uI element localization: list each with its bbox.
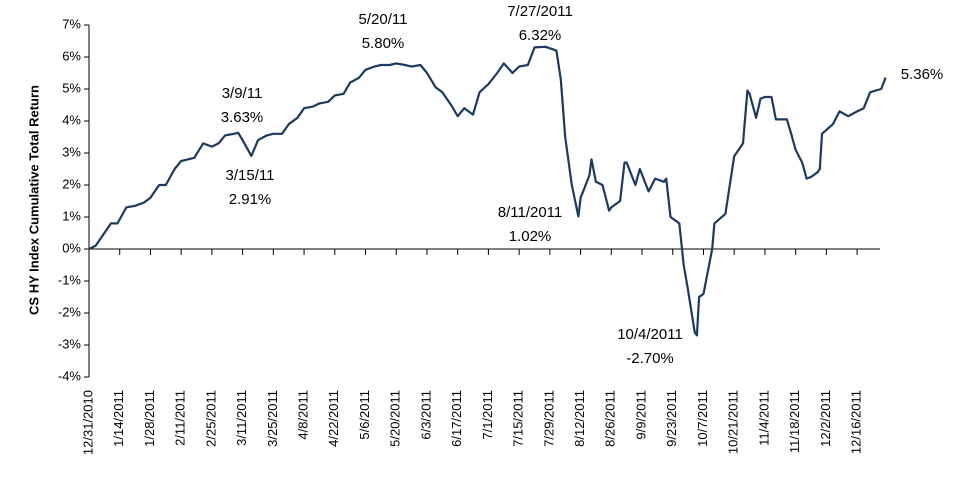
annotation: 10/4/2011 [617, 326, 683, 343]
annotation: 3/15/11 [226, 167, 275, 184]
x-tick-label: 5/6/2011 [357, 390, 372, 440]
y-tick-label: 7% [62, 16, 81, 31]
y-tick-label: 4% [62, 112, 81, 127]
annotation: 5.80% [362, 35, 405, 52]
x-tick-label: 2/11/2011 [173, 390, 188, 446]
annotation: 3.63% [221, 109, 264, 126]
annotation: 1.02% [509, 228, 552, 245]
y-tick-label: 3% [62, 144, 81, 159]
y-axis-label: CS HY Index Cumulative Total Return [26, 85, 41, 315]
annotation: 7/27/2011 [507, 3, 573, 20]
annotation: -2.70% [626, 350, 674, 367]
x-tick-label: 4/22/2011 [326, 390, 341, 447]
annotation: 5.36% [901, 66, 944, 83]
y-tick-label: 6% [62, 48, 81, 63]
x-tick-label: 10/7/2011 [695, 390, 710, 447]
x-tick-label: 7/29/2011 [541, 390, 556, 447]
x-tick-label: 8/12/2011 [572, 390, 587, 447]
annotation: 8/11/2011 [498, 204, 563, 221]
y-tick-label: -3% [58, 336, 82, 351]
x-tick-label: 12/2/2011 [818, 390, 833, 447]
x-tick-label: 4/8/2011 [296, 390, 311, 440]
annotation: 5/20/11 [359, 11, 408, 28]
x-tick-label: 12/16/2011 [849, 390, 864, 454]
annotation: 2.91% [229, 191, 272, 208]
y-tick-label: -4% [58, 368, 82, 383]
x-tick-label: 11/4/2011 [756, 390, 771, 446]
y-tick-label: 0% [62, 240, 81, 255]
x-tick-label: 8/26/2011 [603, 390, 618, 447]
x-tick-label: 9/23/2011 [664, 390, 679, 447]
line-series [88, 45, 887, 337]
x-tick-label: 1/14/2011 [111, 390, 126, 447]
x-tick-label: 9/9/2011 [633, 390, 648, 440]
x-tick-label: 2/25/2011 [203, 390, 218, 447]
x-tick-label: 5/20/2011 [388, 390, 403, 447]
x-tick-label: 6/3/2011 [418, 390, 433, 440]
x-tick-label: 12/31/2010 [80, 390, 95, 455]
x-tick-label: 7/15/2011 [511, 390, 526, 447]
x-tick-label: 3/11/2011 [234, 390, 249, 446]
y-tick-label: 1% [62, 208, 81, 223]
x-tick-label: 10/21/2011 [726, 390, 741, 454]
y-tick-label: 5% [62, 80, 81, 95]
x-tick-label: 3/25/2011 [265, 390, 280, 447]
x-tick-label: 6/17/2011 [449, 390, 464, 447]
x-tick-label: 7/1/2011 [480, 390, 495, 440]
annotation: 3/9/11 [222, 85, 263, 102]
y-tick-label: -2% [58, 304, 82, 319]
x-tick-label: 11/18/2011 [787, 390, 802, 453]
y-tick-label: -1% [58, 272, 82, 287]
y-tick-label: 2% [62, 176, 81, 191]
x-tick-label: 1/28/2011 [142, 390, 157, 447]
annotation: 6.32% [519, 27, 562, 44]
